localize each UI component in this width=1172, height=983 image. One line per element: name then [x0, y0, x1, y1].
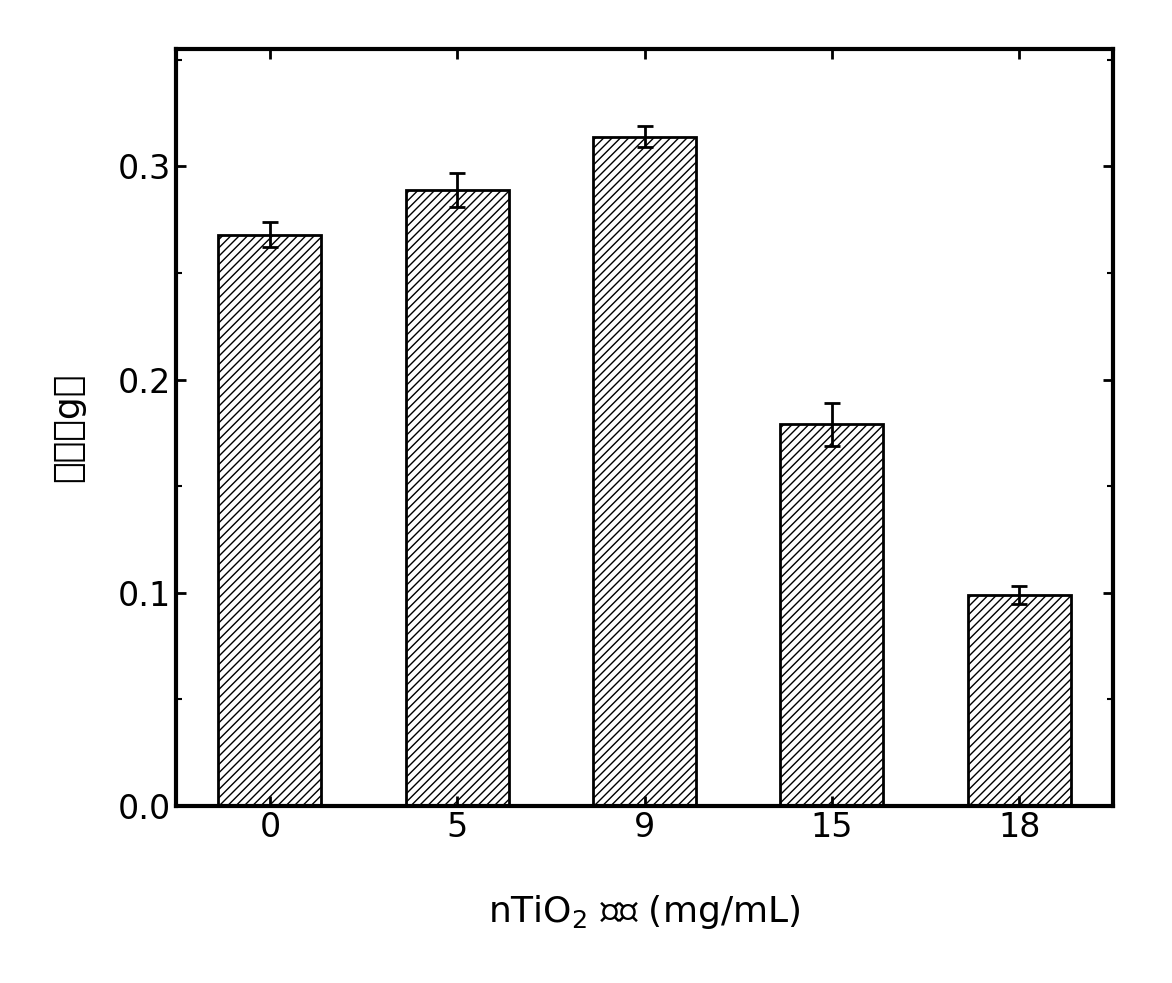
Text: $\mathregular{nTiO_2}$ 浓度 (mg/mL): $\mathregular{nTiO_2}$ 浓度 (mg/mL): [489, 894, 800, 931]
Bar: [593, 137, 696, 806]
Bar: [218, 235, 321, 806]
Bar: [968, 595, 1071, 806]
Text: 鲜重（g）: 鲜重（g）: [50, 373, 86, 483]
Bar: [406, 190, 509, 806]
Bar: [781, 425, 884, 806]
